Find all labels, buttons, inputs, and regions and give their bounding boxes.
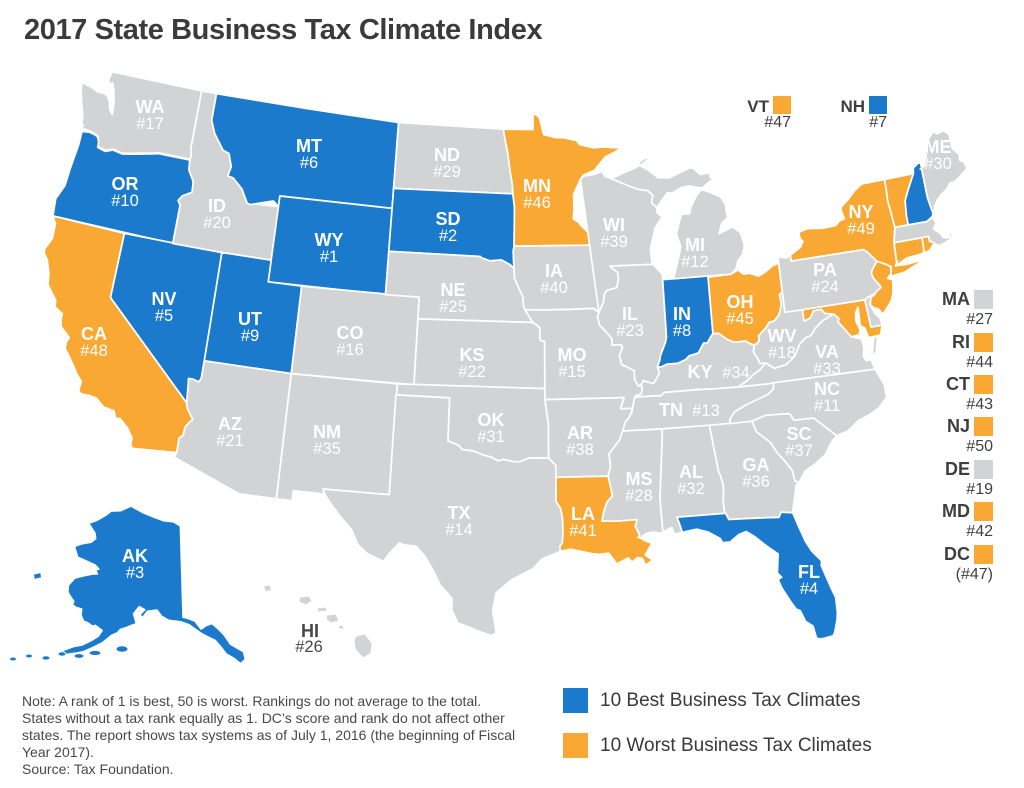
svg-text:#17: #17 [136, 115, 164, 133]
svg-text:ND: ND [434, 145, 460, 165]
svg-text:WV: WV [768, 326, 797, 346]
svg-text:#34: #34 [722, 364, 750, 382]
svg-text:#36: #36 [742, 473, 770, 491]
svg-text:AR: AR [567, 423, 593, 443]
svg-text:#8: #8 [673, 322, 691, 340]
svg-text:#13: #13 [692, 402, 720, 420]
svg-text:#5: #5 [155, 307, 173, 325]
svg-text:LA: LA [571, 504, 595, 524]
svg-text:#3: #3 [126, 564, 144, 582]
svg-text:TX: TX [447, 503, 470, 523]
svg-text:IL: IL [622, 304, 638, 324]
svg-text:#1: #1 [320, 248, 338, 266]
svg-text:TN: TN [659, 400, 683, 420]
svg-text:CO: CO [337, 323, 364, 343]
svg-text:#38: #38 [566, 441, 594, 459]
svg-text:#40: #40 [540, 279, 568, 297]
svg-text:NM: NM [313, 422, 341, 442]
svg-text:#33: #33 [813, 360, 841, 378]
svg-text:AK: AK [122, 546, 148, 566]
svg-text:OK: OK [478, 410, 505, 430]
svg-text:NC: NC [814, 379, 840, 399]
svg-text:AZ: AZ [218, 414, 242, 434]
svg-text:#9: #9 [241, 327, 259, 345]
svg-text:#39: #39 [600, 233, 628, 251]
svg-text:#15: #15 [558, 363, 586, 381]
svg-text:#41: #41 [569, 522, 597, 540]
svg-text:IA: IA [545, 261, 563, 281]
svg-text:MT: MT [296, 136, 322, 156]
svg-text:#30: #30 [924, 155, 952, 173]
svg-text:NE: NE [440, 280, 465, 300]
svg-text:OR: OR [112, 174, 139, 194]
svg-text:UT: UT [238, 309, 262, 329]
svg-text:IN: IN [673, 304, 691, 324]
svg-text:#45: #45 [726, 310, 754, 328]
svg-text:WA: WA [136, 97, 165, 117]
svg-text:#31: #31 [477, 428, 505, 446]
svg-text:FL: FL [798, 562, 820, 582]
svg-text:#22: #22 [458, 363, 486, 381]
svg-text:MN: MN [523, 176, 551, 196]
svg-text:AL: AL [679, 462, 703, 482]
svg-text:#32: #32 [677, 480, 705, 498]
svg-text:#23: #23 [616, 322, 644, 340]
svg-text:MI: MI [685, 235, 705, 255]
svg-text:ID: ID [208, 196, 226, 216]
svg-text:#46: #46 [523, 194, 551, 212]
svg-text:#29: #29 [433, 163, 461, 181]
svg-text:#49: #49 [847, 220, 875, 238]
svg-text:#14: #14 [445, 521, 473, 539]
svg-text:#12: #12 [681, 253, 709, 271]
svg-text:PA: PA [813, 260, 837, 280]
svg-text:ME: ME [925, 137, 952, 157]
svg-text:CA: CA [81, 324, 107, 344]
svg-text:MO: MO [558, 345, 587, 365]
svg-text:NY: NY [848, 202, 873, 222]
svg-text:#28: #28 [625, 487, 653, 505]
svg-text:#20: #20 [203, 214, 231, 232]
svg-text:#6: #6 [300, 154, 318, 172]
svg-text:GA: GA [743, 455, 770, 475]
svg-text:#2: #2 [439, 227, 457, 245]
svg-text:#24: #24 [811, 278, 839, 296]
svg-text:MS: MS [626, 469, 653, 489]
svg-text:#25: #25 [439, 298, 467, 316]
svg-text:#37: #37 [785, 442, 813, 460]
svg-text:#18: #18 [768, 344, 796, 362]
svg-text:#4: #4 [800, 580, 818, 598]
svg-text:#35: #35 [313, 440, 341, 458]
svg-text:VA: VA [815, 342, 839, 362]
svg-text:WI: WI [603, 215, 625, 235]
svg-text:NV: NV [151, 289, 176, 309]
svg-text:HI: HI [301, 621, 319, 641]
svg-text:KY: KY [687, 362, 712, 382]
svg-text:#48: #48 [80, 342, 108, 360]
svg-text:SC: SC [786, 424, 811, 444]
svg-text:#10: #10 [111, 192, 139, 210]
svg-text:#26: #26 [295, 638, 323, 656]
svg-text:KS: KS [459, 345, 484, 365]
svg-text:WY: WY [315, 230, 344, 250]
svg-text:OH: OH [727, 292, 754, 312]
svg-text:#21: #21 [216, 432, 244, 450]
svg-text:SD: SD [435, 209, 460, 229]
svg-text:#16: #16 [336, 341, 364, 359]
svg-text:#11: #11 [814, 397, 840, 415]
